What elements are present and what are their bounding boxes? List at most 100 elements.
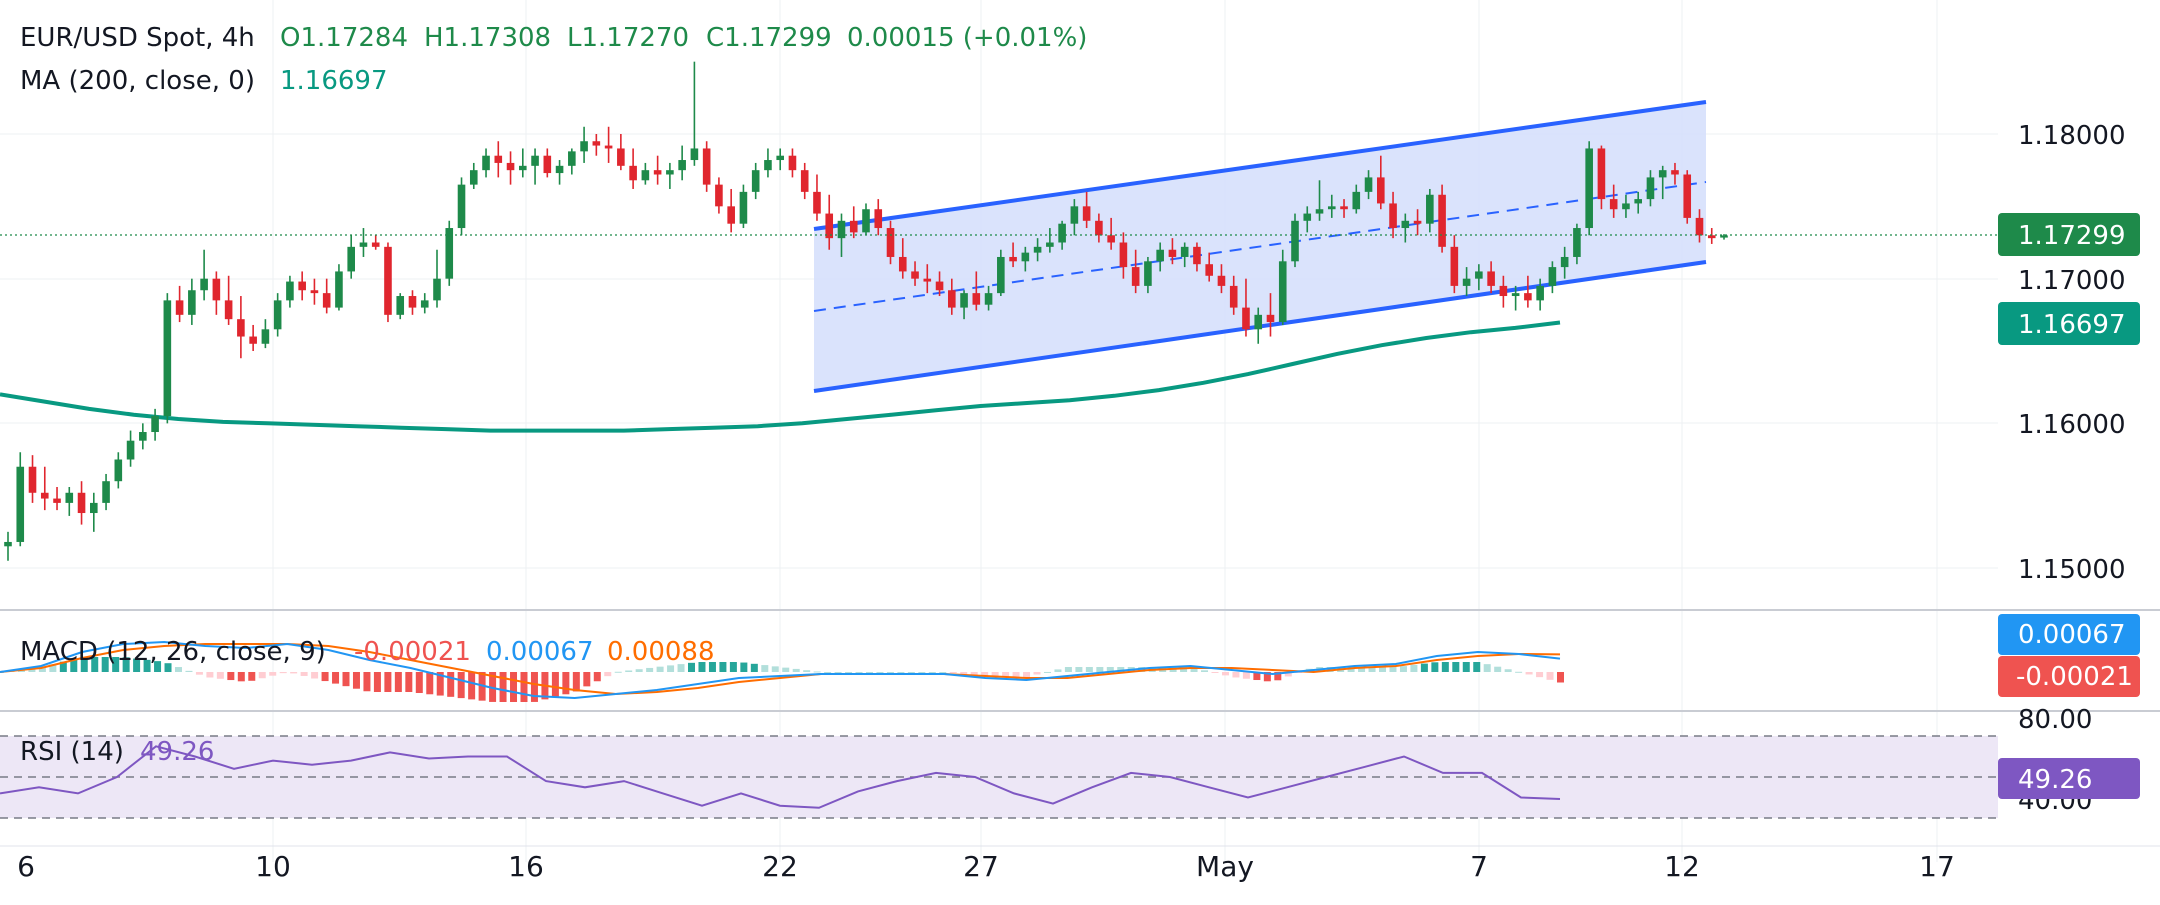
candle[interactable] [151,408,159,441]
macd-line[interactable] [0,640,1561,700]
candle[interactable] [1303,206,1312,233]
candle[interactable] [1278,249,1287,325]
candle[interactable] [433,249,441,308]
candle[interactable] [1254,307,1263,344]
price-axis[interactable]: 1.18000 1.17000 1.16000 1.15000 [2018,121,2126,585]
candle[interactable] [543,148,552,178]
candle[interactable] [249,324,257,352]
candle[interactable] [494,141,503,178]
candle[interactable] [1046,228,1054,253]
candle[interactable] [1144,256,1152,294]
candle[interactable] [1462,267,1471,297]
candle[interactable] [371,235,380,250]
candle[interactable] [1021,246,1030,272]
candle[interactable] [1413,209,1422,236]
candle[interactable] [592,134,601,156]
candle[interactable] [1450,235,1459,294]
candle[interactable] [568,148,576,175]
candle[interactable] [1156,242,1164,272]
candle[interactable] [972,271,981,311]
candle[interactable] [408,290,417,315]
candle[interactable] [396,293,405,320]
candle[interactable] [653,155,662,185]
candle[interactable] [359,228,368,257]
candle[interactable] [1524,275,1532,308]
candle[interactable] [1560,246,1569,279]
candle[interactable] [1585,141,1593,236]
candle[interactable] [641,162,650,185]
candle[interactable] [1033,238,1042,262]
candle[interactable] [764,148,772,178]
candle[interactable] [776,148,784,171]
candle[interactable] [1364,170,1373,200]
candle[interactable] [1707,228,1716,244]
candle[interactable] [1658,165,1667,200]
candle[interactable] [77,481,86,525]
candle[interactable] [298,271,306,301]
candle[interactable] [580,126,588,163]
candle[interactable] [1095,213,1103,243]
candle[interactable] [1242,278,1250,337]
ma200-line[interactable] [0,320,1561,433]
candle[interactable] [200,249,208,301]
candle[interactable] [886,220,895,265]
candle[interactable] [506,151,515,185]
candle[interactable] [1401,213,1410,243]
candle[interactable] [1695,209,1704,243]
channel-upper-line[interactable] [813,100,1707,231]
candle[interactable] [1499,275,1508,308]
candle[interactable] [678,145,686,181]
candle[interactable] [1340,199,1348,218]
candle[interactable] [1720,234,1728,240]
candle[interactable] [1119,232,1128,279]
candle[interactable] [40,466,49,511]
candle[interactable] [102,473,110,511]
candle[interactable] [139,423,147,450]
candle[interactable] [948,278,956,315]
candle[interactable] [126,430,135,467]
candle[interactable] [1438,184,1446,253]
candle[interactable] [727,188,735,233]
candle[interactable] [617,134,625,171]
candle[interactable] [90,492,98,532]
candle[interactable] [997,249,1005,297]
candle[interactable] [715,177,723,214]
candle[interactable] [923,264,932,294]
candle[interactable] [322,278,331,314]
candle[interactable] [813,174,821,221]
candle[interactable] [1377,155,1385,210]
candle[interactable] [261,319,270,349]
candle[interactable] [1622,194,1630,218]
candle[interactable] [65,486,74,516]
candle[interactable] [188,278,196,325]
candle[interactable] [1315,180,1324,221]
candle[interactable] [1205,252,1213,282]
candle[interactable] [1107,217,1115,250]
candle[interactable] [911,261,919,286]
candle[interactable] [898,238,907,279]
candle[interactable] [4,531,12,561]
candle[interactable] [1634,191,1642,214]
candle[interactable] [960,290,968,320]
candle[interactable] [457,177,466,236]
candle[interactable] [690,61,699,166]
candle[interactable] [310,278,319,305]
candle[interactable] [1180,242,1189,268]
candle[interactable] [273,293,282,337]
candle[interactable] [1193,242,1201,272]
candle[interactable] [1327,194,1336,218]
candle[interactable] [212,271,221,315]
candle[interactable] [445,220,454,286]
candle[interactable] [1070,199,1079,236]
candle[interactable] [1266,293,1275,337]
candle[interactable] [335,264,343,311]
candle[interactable] [1131,249,1140,294]
candle[interactable] [114,452,123,489]
candle[interactable] [1426,188,1434,233]
candle[interactable] [1536,278,1544,311]
candle[interactable] [629,148,637,189]
candle[interactable] [286,275,294,308]
candle[interactable] [1389,191,1397,239]
candle[interactable] [53,486,61,511]
